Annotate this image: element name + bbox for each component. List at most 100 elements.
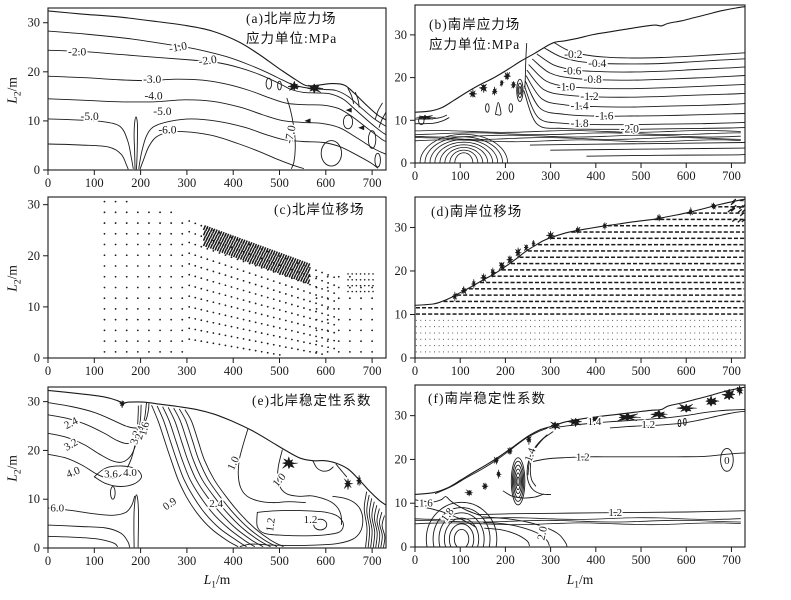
y-tick-label: 0: [34, 163, 40, 177]
x-tick-label: 400: [586, 169, 605, 183]
y-tick-label: 0: [401, 351, 407, 365]
panel-d-content: [415, 198, 745, 353]
x-axis-title-left: L1/m: [187, 572, 247, 591]
x-tick-label: 400: [224, 176, 243, 190]
panel-e-title: (e)北岸稳定性系数: [252, 393, 372, 408]
contour-label: -1.0: [557, 81, 575, 93]
x-tick-label: 100: [85, 364, 104, 378]
contour-label: 2.4: [133, 424, 148, 441]
y-axis-var: L: [4, 474, 20, 482]
contour-label: -1.8: [570, 118, 588, 130]
y-axis-sub: 2: [13, 91, 24, 97]
x-tick-label: 200: [496, 169, 515, 183]
x-tick-label: 200: [131, 364, 150, 378]
x-tick-label: 400: [224, 554, 243, 568]
x-tick-label: 100: [451, 169, 470, 183]
y-tick-label: 10: [28, 300, 41, 314]
contour-label: 3.6: [104, 468, 118, 480]
contour-label: 2.4: [209, 498, 223, 510]
y-axis-unit: /m: [4, 455, 20, 470]
y-tick-label: 0: [401, 156, 407, 170]
contour-label: 3.2: [62, 436, 80, 453]
contour-label: -1.0: [168, 40, 188, 55]
contour-label: 2.0: [535, 525, 550, 541]
panel-d-title: (d)南岸位移场: [431, 204, 523, 219]
x-tick-label: 600: [316, 364, 335, 378]
x-tick-label: 100: [85, 176, 104, 190]
x-tick-label: 0: [45, 364, 51, 378]
panel-d-frame: [414, 196, 746, 359]
x-axis-unit: /m: [215, 572, 231, 587]
panel-f-content: [415, 385, 745, 547]
x-axis-sub: 1: [574, 580, 579, 591]
contour-label: -5.0: [153, 106, 171, 118]
x-tick-label: 0: [45, 554, 51, 568]
contour-label: 1.4: [588, 416, 602, 428]
panel-a-subtitle: 应力单位:MPa: [246, 30, 338, 46]
contour-label: 3.2: [128, 429, 143, 445]
contour-label: 2.4: [62, 415, 80, 432]
panel-b-title: (b)南岸应力场 应力单位:MPa: [429, 15, 520, 54]
y-tick-label: 30: [395, 220, 408, 234]
x-tick-label: 0: [412, 553, 418, 567]
contour-label: 1.2: [304, 514, 318, 526]
contour-label: -1.6: [595, 111, 613, 123]
y-tick-label: 10: [28, 114, 41, 128]
x-tick-label: 400: [586, 553, 605, 567]
contour-label: 1.2: [608, 507, 622, 519]
contour-label: -7.0: [283, 124, 299, 145]
x-tick-label: 500: [270, 364, 289, 378]
contour-label: -2.0: [68, 47, 86, 59]
contour-label: -1.2: [580, 91, 598, 103]
contour-label: 1.6: [419, 497, 433, 509]
y-tick-label: 30: [395, 28, 408, 42]
x-tick-label: 400: [586, 364, 605, 378]
x-tick-label: 0: [412, 169, 418, 183]
y-tick-label: 20: [395, 71, 408, 85]
x-tick-label: 700: [363, 364, 382, 378]
x-tick-label: 700: [363, 176, 382, 190]
y-tick-label: 20: [395, 452, 408, 466]
y-axis-unit: /m: [4, 77, 20, 92]
panel-c-title: (c)北岸位移场: [274, 202, 365, 217]
x-tick-label: 600: [677, 364, 696, 378]
x-tick-label: 500: [632, 169, 651, 183]
contour-label: 1.2: [576, 451, 590, 463]
contour-label: -1.4: [570, 100, 588, 112]
y-tick-label: 10: [28, 492, 41, 506]
contour-label: -2.0: [621, 123, 639, 135]
x-tick-label: 700: [722, 553, 741, 567]
y-tick-label: 20: [395, 264, 408, 278]
contour-label: 1.0: [271, 471, 289, 490]
x-tick-label: 200: [496, 553, 515, 567]
x-axis-var: L: [203, 572, 212, 587]
contour-label: -6.0: [158, 125, 176, 137]
contour-label: -0.2: [564, 49, 582, 61]
x-tick-label: 100: [451, 553, 470, 567]
y-axis-sub: 2: [13, 469, 24, 475]
panel-e-content: [48, 389, 386, 548]
y-tick-label: 0: [34, 541, 40, 555]
y-tick-label: 0: [34, 351, 40, 365]
x-tick-label: 200: [496, 364, 515, 378]
contour-label: 0: [724, 455, 730, 467]
contour-label: 4.0: [65, 464, 83, 480]
x-tick-label: 300: [178, 176, 197, 190]
panel-a-content: [48, 10, 386, 170]
x-tick-label: 700: [722, 169, 741, 183]
panel-e-frame: [47, 386, 387, 549]
contour-label: -2.0: [198, 54, 218, 68]
x-tick-label: 100: [85, 554, 104, 568]
y-tick-label: 10: [395, 113, 408, 127]
contour-label: -0.4: [588, 58, 606, 70]
x-tick-label: 600: [677, 169, 696, 183]
contour-label: -5.0: [81, 111, 99, 123]
x-axis-sub: 1: [211, 580, 216, 591]
panel-b-frame: [414, 4, 746, 164]
y-axis-unit: /m: [4, 265, 20, 280]
x-tick-label: 200: [131, 176, 150, 190]
x-axis-title-right: L1/m: [550, 572, 610, 591]
panel-a-frame: [47, 7, 387, 171]
contour-label: 1.2: [641, 419, 655, 431]
